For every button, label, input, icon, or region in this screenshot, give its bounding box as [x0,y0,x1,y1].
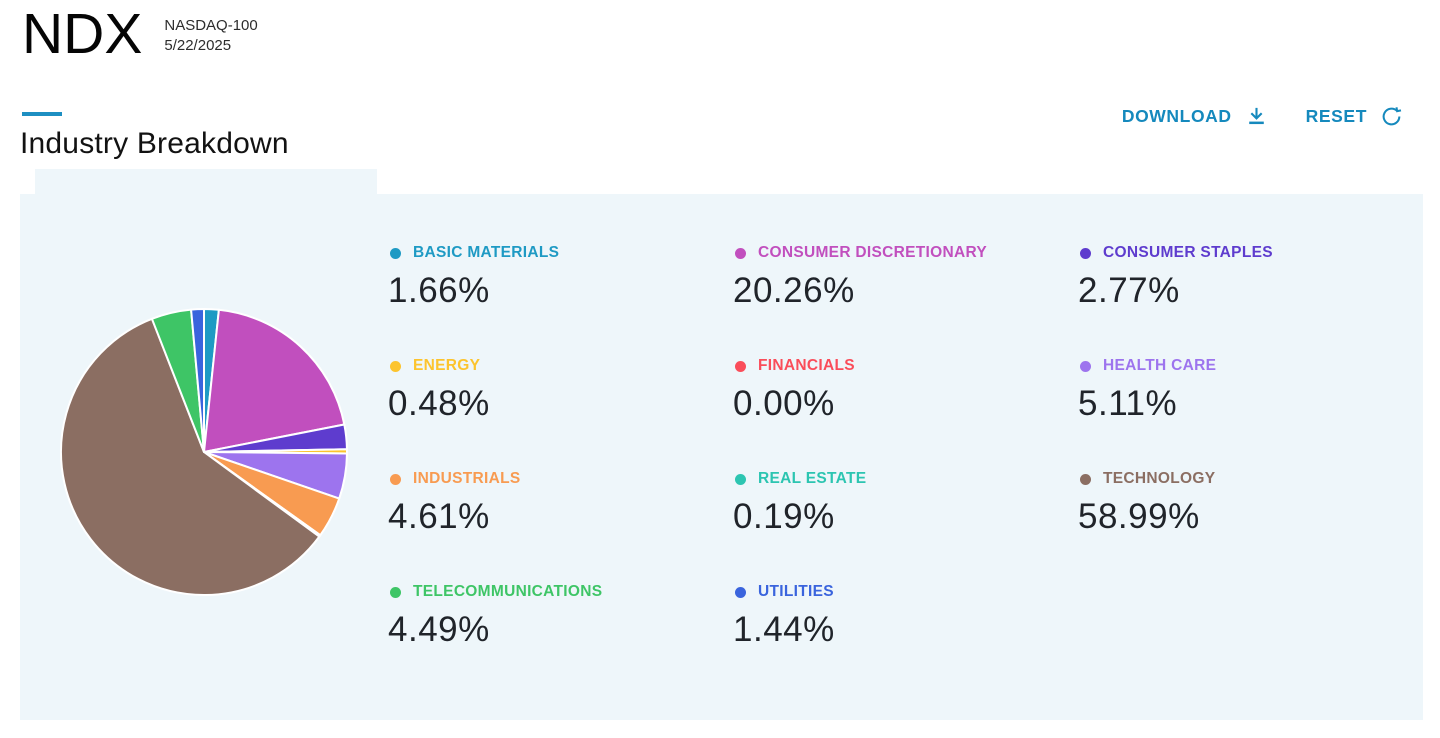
legend-item-head: UTILITIES [731,583,1076,601]
legend-item-head: REAL ESTATE [731,470,1076,488]
section-title: Industry Breakdown [20,127,289,160]
legend-dot-icon [735,586,746,598]
legend-item: ENERGY 0.48% [386,357,731,424]
legend-label: TELECOMMUNICATIONS [413,583,603,600]
legend-label: HEALTH CARE [1103,357,1217,374]
legend-item: BASIC MATERIALS 1.66% [386,244,731,311]
download-button[interactable]: DOWNLOAD [1122,105,1268,128]
legend-item: REAL ESTATE 0.19% [731,470,1076,537]
legend-label: TECHNOLOGY [1103,470,1216,487]
legend-dot-icon [390,586,401,598]
legend-dot-icon [1080,360,1091,372]
refresh-icon [1380,105,1403,128]
index-ticker: NDX [22,2,143,66]
legend-value: 0.48% [388,384,490,423]
as-of-date: 5/22/2025 [164,37,232,54]
legend-value: 58.99% [1078,497,1200,536]
pie-chart [60,307,348,596]
legend-item-head: TELECOMMUNICATIONS [386,583,731,601]
reset-button[interactable]: RESET [1306,105,1403,128]
legend-item: CONSUMER STAPLES 2.77% [1076,244,1421,311]
legend-item-head: INDUSTRIALS [386,470,731,488]
legend-item-head: ENERGY [386,357,731,375]
legend-dot-icon [390,247,401,259]
legend-value: 4.61% [388,497,490,536]
index-meta: NASDAQ-100 5/22/2025 [164,6,257,63]
legend: BASIC MATERIALS 1.66% CONSUMER DISCRETIO… [386,244,1421,650]
legend-dot-icon [1080,473,1091,485]
legend-value: 0.19% [733,497,835,536]
legend-value: 4.49% [388,610,490,649]
legend-item: TELECOMMUNICATIONS 4.49% [386,583,731,650]
legend-label: ENERGY [413,357,481,374]
toolbar: DOWNLOAD RESET [1122,105,1403,128]
legend-item: INDUSTRIALS 4.61% [386,470,731,537]
legend-label: REAL ESTATE [758,470,867,487]
legend-dot-icon [1080,247,1091,259]
legend-item-head: FINANCIALS [731,357,1076,375]
legend-item: UTILITIES 1.44% [731,583,1076,650]
legend-item-head: BASIC MATERIALS [386,244,731,262]
legend-item-head: TECHNOLOGY [1076,470,1421,488]
legend-item-head: CONSUMER STAPLES [1076,244,1421,262]
pie-slice-technology[interactable] [60,317,321,596]
legend-value: 2.77% [1078,271,1180,310]
industry-breakdown-panel: BASIC MATERIALS 1.66% CONSUMER DISCRETIO… [20,194,1423,720]
legend-item-head: HEALTH CARE [1076,357,1421,375]
legend-value: 5.11% [1078,384,1178,423]
download-label: DOWNLOAD [1121,106,1232,126]
legend-item-head: CONSUMER DISCRETIONARY [731,244,1076,262]
legend-label: BASIC MATERIALS [413,244,560,261]
legend-value: 1.44% [733,610,835,649]
legend-label: INDUSTRIALS [413,470,521,487]
legend-value: 1.66% [388,271,490,310]
legend-item: TECHNOLOGY 58.99% [1076,470,1421,537]
legend-value: 20.26% [733,271,855,310]
pie-slice-consumer-discretionary[interactable] [203,308,346,453]
index-name: NASDAQ-100 [164,17,258,34]
legend-item: FINANCIALS 0.00% [731,357,1076,424]
pie-slice-utilities[interactable] [190,307,205,453]
legend-dot-icon [735,473,746,485]
legend-value: 0.00% [733,384,835,423]
legend-dot-icon [390,473,401,485]
reset-label: RESET [1305,106,1367,126]
legend-label: CONSUMER DISCRETIONARY [758,244,988,261]
chart-tab[interactable] [35,169,377,194]
legend-item: HEALTH CARE 5.11% [1076,357,1421,424]
index-header: NDX NASDAQ-100 5/22/2025 [22,6,258,63]
legend-dot-icon [735,360,746,372]
legend-label: UTILITIES [758,583,834,600]
legend-label: CONSUMER STAPLES [1103,244,1273,261]
legend-dot-icon [390,360,401,372]
legend-dot-icon [735,247,746,259]
download-icon [1245,105,1268,128]
accent-bar [22,112,62,116]
legend-label: FINANCIALS [758,357,855,374]
legend-item: CONSUMER DISCRETIONARY 20.26% [731,244,1076,311]
